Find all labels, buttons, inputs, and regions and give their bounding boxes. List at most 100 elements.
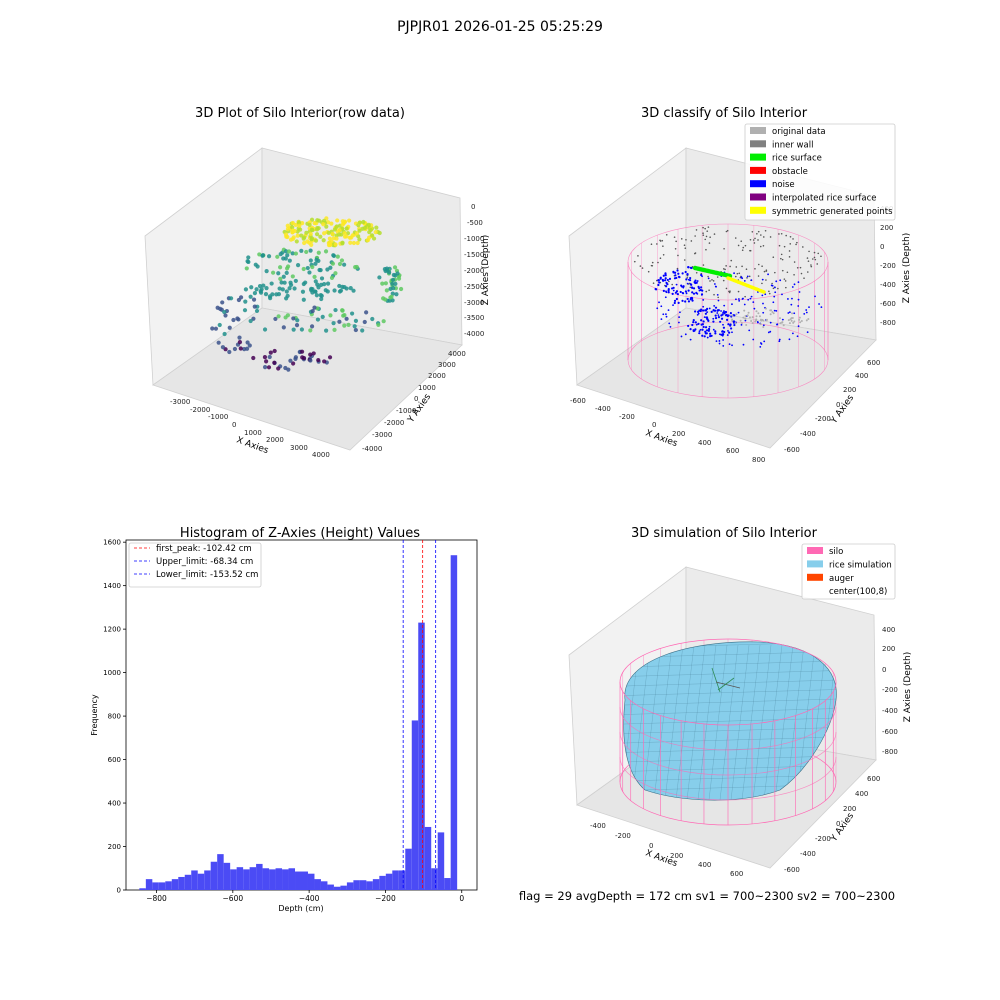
classify-point: [696, 314, 699, 316]
classify-point: [698, 309, 701, 312]
hist-bar: [398, 870, 406, 890]
raw-point: [228, 296, 234, 301]
simulation-xtick: 400: [698, 861, 711, 869]
classify-point: [752, 338, 755, 341]
classify-point: [782, 324, 785, 327]
raw-ytick: 0: [414, 395, 418, 403]
classify-point: [713, 233, 716, 235]
classify-symmetric-point: [762, 290, 766, 294]
raw-ztick: -2000: [464, 267, 484, 275]
classify-point: [694, 310, 697, 313]
classify-point: [664, 274, 667, 277]
raw-ytick: -3000: [372, 431, 392, 439]
raw-point: [348, 286, 353, 291]
hist-bar: [450, 555, 458, 890]
classify-point: [764, 307, 767, 310]
classify-point: [692, 287, 696, 290]
classify-legend: original data inner wall rice surface obsta…: [744, 123, 896, 221]
classify-point: [698, 330, 701, 333]
classify-point: [714, 306, 718, 309]
classify-point: [665, 233, 668, 236]
raw-point: [313, 279, 318, 284]
raw-point: [263, 292, 269, 297]
raw-point: [370, 316, 375, 322]
classify-point: [773, 309, 776, 312]
classify-point: [722, 339, 725, 341]
classify-point: [764, 229, 767, 232]
legend-label: rice simulation: [829, 560, 892, 570]
classify-point: [759, 245, 762, 248]
hist-bar: [269, 869, 276, 890]
classify-point: [713, 305, 716, 307]
raw-point: [339, 258, 345, 263]
classify-point: [781, 321, 784, 324]
raw-point: [345, 231, 351, 236]
classify-point: [701, 289, 704, 292]
classify-point: [747, 298, 750, 301]
raw-point: [331, 321, 336, 326]
classify-point: [709, 332, 712, 335]
raw-point: [308, 328, 313, 333]
hist-bar: [152, 882, 159, 890]
classify-point: [788, 311, 791, 314]
classify-point: [686, 297, 689, 301]
classify-point: [807, 317, 810, 320]
classify-point: [720, 314, 723, 317]
classify-point: [752, 239, 755, 241]
classify-point: [788, 338, 791, 341]
classify-point: [749, 249, 751, 252]
legend-swatch: [750, 193, 766, 201]
hist-ytick-label: 1200: [103, 626, 121, 634]
hist-ytick-label: 400: [108, 800, 121, 808]
classify-point: [708, 289, 710, 291]
classify-point: [729, 265, 731, 268]
simulation-auger-line: [715, 681, 741, 689]
raw-xticks: -3000 -2000 -1000 0 1000 2000 3000 4000: [170, 398, 330, 459]
classify-point: [774, 286, 776, 289]
raw-point: [360, 328, 365, 333]
raw-point: [295, 318, 300, 323]
raw-point: [312, 274, 317, 279]
raw-point: [305, 265, 310, 271]
raw-point: [290, 225, 295, 230]
raw-point: [383, 281, 388, 286]
classify-point: [759, 345, 762, 348]
classify-point: [700, 323, 703, 326]
raw-point: [290, 220, 295, 226]
raw-point: [299, 327, 305, 332]
raw-ztick: -3500: [464, 314, 484, 322]
raw-point: [287, 258, 292, 263]
raw-point: [344, 226, 349, 231]
classify-point: [647, 270, 650, 273]
hist-bar: [210, 861, 218, 890]
raw-point: [258, 289, 263, 294]
raw-xtick: 1000: [244, 429, 262, 437]
raw-point: [314, 293, 319, 298]
classify-point: [774, 271, 776, 274]
raw-point: [351, 240, 357, 246]
hist-legend-label: first_peak: -102.42 cm: [156, 544, 252, 554]
classify-point: [673, 236, 676, 238]
raw-scatter-points: [210, 216, 404, 372]
classify-point: [727, 323, 730, 326]
hist-bar: [320, 881, 328, 890]
hist-bar: [295, 871, 302, 890]
simulation-zlabel: Z Axies (Depth): [903, 652, 913, 723]
raw-ztick: 0: [471, 203, 475, 211]
panel-simulation-3d: 3D simulation of Silo Interior -400 -200…: [519, 526, 913, 903]
raw-point: [295, 233, 300, 238]
classify-point: [772, 287, 775, 290]
classify-point: [722, 311, 725, 314]
classify-point: [792, 321, 795, 324]
raw-point: [217, 322, 222, 328]
hist-ytick-label: 800: [108, 713, 121, 721]
classify-point: [791, 312, 794, 315]
classify-point: [706, 311, 709, 314]
raw-point: [374, 225, 379, 230]
classify-point: [705, 248, 707, 251]
classify-point: [798, 318, 801, 321]
raw-point: [299, 349, 305, 354]
classify-point: [702, 226, 704, 229]
classify-point: [664, 277, 667, 280]
classify-point: [662, 245, 664, 247]
